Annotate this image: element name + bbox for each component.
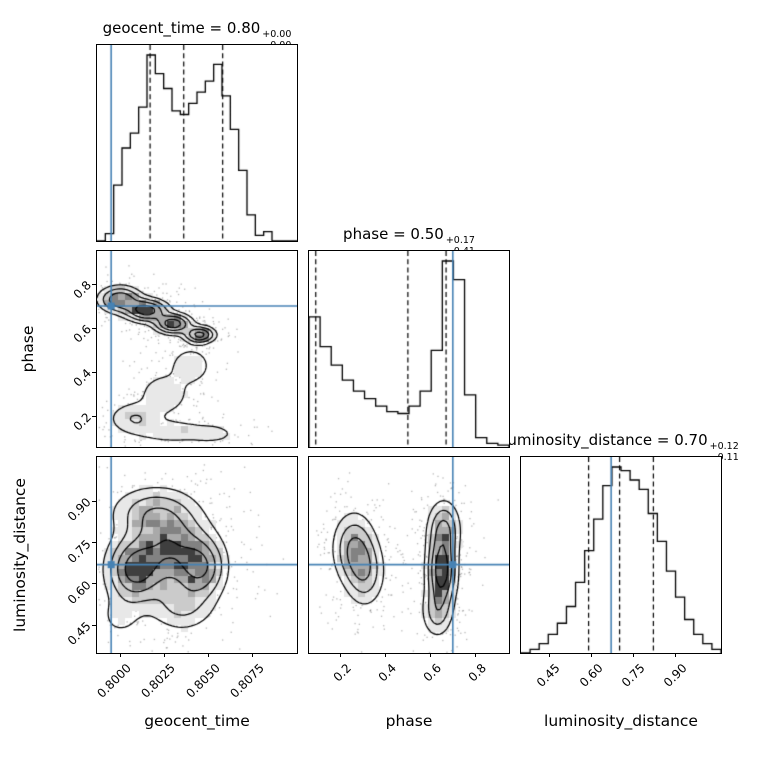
phase-histogram-panel	[308, 250, 510, 448]
y-tick-label: 0.2	[70, 410, 94, 434]
x-tick-label: 0.60	[576, 661, 606, 690]
title-phase-plus: +0.17	[445, 235, 475, 247]
geocent-time-vs-luminosity-distance-contour-panel	[96, 456, 298, 654]
title-luminosity-distance-minus: −0.11	[709, 451, 739, 463]
x-tick-mark	[474, 653, 476, 657]
x-tick-label: 0.8050	[182, 661, 223, 701]
y-axis-label-phase: phase	[19, 325, 37, 373]
title-luminosity-distance: luminosity_distance = 0.70 +0.12 −0.11	[421, 431, 760, 464]
x-tick-label: 0.2	[330, 661, 355, 685]
x-tick-mark	[548, 653, 550, 657]
y-tick-label: 0.6	[70, 322, 94, 346]
x-tick-mark	[252, 653, 254, 657]
x-tick-mark	[633, 653, 635, 657]
y-tick-label: 0.75	[65, 536, 94, 566]
x-tick-label: 0.8025	[138, 661, 179, 701]
phase-vs-luminosity-distance-contour-panel	[308, 456, 510, 654]
y-tick-mark	[92, 283, 96, 285]
y-tick-mark	[92, 415, 96, 417]
x-tick-mark	[339, 653, 341, 657]
y-tick-mark	[92, 371, 96, 373]
x-axis-label-geocent-time: geocent_time	[144, 712, 250, 730]
geocent-time-histogram-panel	[96, 44, 298, 242]
x-tick-mark	[675, 653, 677, 657]
x-tick-label: 0.8000	[94, 661, 134, 701]
y-tick-mark	[92, 327, 96, 329]
x-tick-mark	[384, 653, 386, 657]
luminosity-distance-histogram-panel	[520, 456, 722, 654]
x-tick-label: 0.6	[420, 661, 445, 685]
y-tick-mark	[92, 624, 96, 626]
title-luminosity-distance-text: luminosity_distance = 0.70	[503, 431, 708, 449]
x-tick-label: 0.45	[534, 661, 564, 690]
y-tick-mark	[92, 583, 96, 585]
title-geocent-time-plus: +0.00	[262, 29, 292, 41]
y-tick-label: 0.4	[70, 366, 94, 390]
geocent-time-vs-phase-contour-panel	[96, 250, 298, 448]
x-tick-label: 0.8075	[227, 661, 267, 701]
x-tick-mark	[590, 653, 592, 657]
y-tick-label: 0.90	[65, 495, 94, 524]
y-tick-label: 0.60	[65, 578, 94, 607]
x-tick-label: 0.8	[465, 661, 490, 685]
y-axis-label-luminosity-distance: luminosity_distance	[11, 478, 29, 632]
x-axis-label-phase: phase	[385, 712, 433, 730]
x-tick-label: 0.4	[375, 661, 400, 685]
title-luminosity-distance-plus: +0.12	[709, 441, 739, 453]
y-tick-label: 0.8	[70, 278, 94, 302]
x-axis-label-luminosity-distance: luminosity_distance	[544, 712, 698, 730]
x-tick-mark	[429, 653, 431, 657]
y-tick-label: 0.45	[65, 619, 94, 649]
x-tick-mark	[119, 653, 121, 657]
x-tick-mark	[163, 653, 165, 657]
x-tick-label: 0.75	[618, 661, 648, 690]
title-geocent-time-text: geocent_time = 0.80	[102, 19, 261, 37]
y-tick-mark	[92, 500, 96, 502]
title-phase-text: phase = 0.50	[343, 225, 444, 243]
x-tick-label: 0.90	[661, 661, 690, 690]
y-tick-mark	[92, 542, 96, 544]
x-tick-mark	[208, 653, 209, 657]
